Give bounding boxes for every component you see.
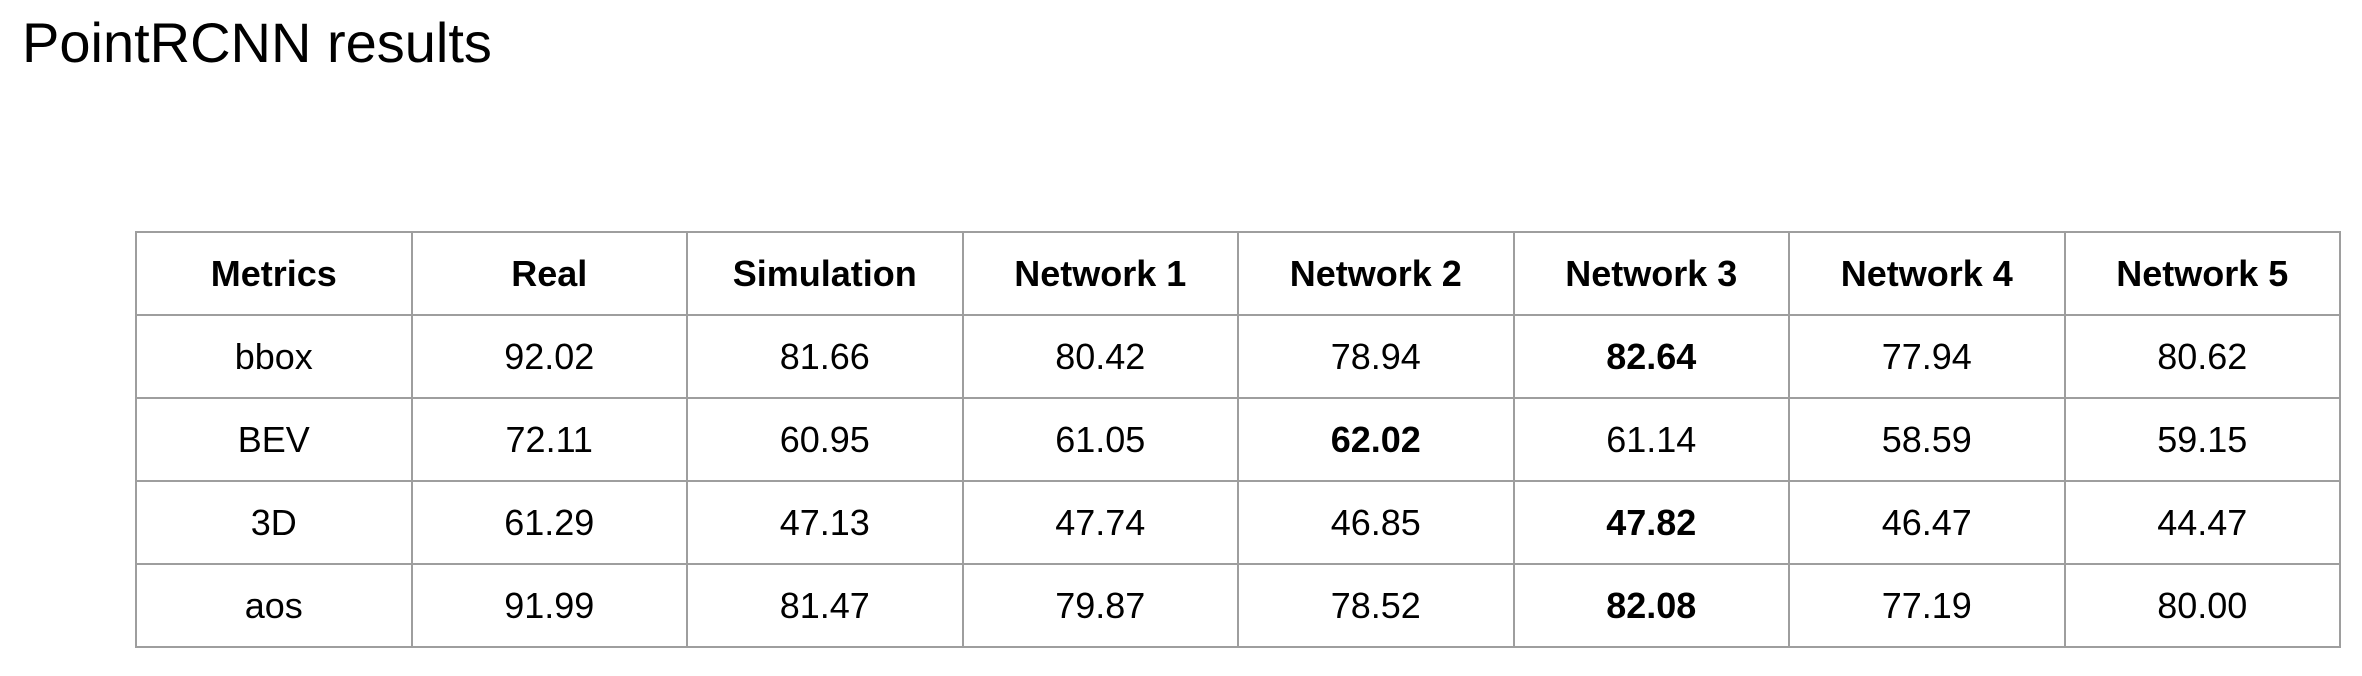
table-row: aos 91.99 81.47 79.87 78.52 82.08 77.19 … [135, 563, 2341, 648]
value-cell: 80.42 [961, 314, 1239, 399]
value-cell: 77.19 [1788, 563, 2066, 648]
value-cell: 59.15 [2063, 397, 2341, 482]
value-cell: 62.02 [1237, 397, 1515, 482]
results-table: Metrics Real Simulation Network 1 Networ… [135, 231, 2341, 648]
value-cell: 44.47 [2063, 480, 2341, 565]
value-cell: 46.47 [1788, 480, 2066, 565]
value-cell: 77.94 [1788, 314, 2066, 399]
value-cell: 47.13 [686, 480, 964, 565]
header-real: Real [410, 231, 688, 316]
header-metrics: Metrics [135, 231, 413, 316]
value-cell: 47.74 [961, 480, 1239, 565]
value-cell: 82.64 [1512, 314, 1790, 399]
value-cell: 61.29 [410, 480, 688, 565]
table-header-row: Metrics Real Simulation Network 1 Networ… [135, 231, 2341, 316]
metric-cell: bbox [135, 314, 413, 399]
value-cell: 46.85 [1237, 480, 1515, 565]
table-row: bbox 92.02 81.66 80.42 78.94 82.64 77.94… [135, 314, 2341, 399]
header-network-5: Network 5 [2063, 231, 2341, 316]
header-network-2: Network 2 [1237, 231, 1515, 316]
header-network-1: Network 1 [961, 231, 1239, 316]
page-title: PointRCNN results [22, 11, 492, 74]
value-cell: 91.99 [410, 563, 688, 648]
table-row: BEV 72.11 60.95 61.05 62.02 61.14 58.59 … [135, 397, 2341, 482]
header-network-4: Network 4 [1788, 231, 2066, 316]
value-cell: 78.94 [1237, 314, 1515, 399]
metric-cell: aos [135, 563, 413, 648]
metric-cell: 3D [135, 480, 413, 565]
value-cell: 61.05 [961, 397, 1239, 482]
value-cell: 58.59 [1788, 397, 2066, 482]
value-cell: 72.11 [410, 397, 688, 482]
header-simulation: Simulation [686, 231, 964, 316]
table-row: 3D 61.29 47.13 47.74 46.85 47.82 46.47 4… [135, 480, 2341, 565]
value-cell: 78.52 [1237, 563, 1515, 648]
value-cell: 80.00 [2063, 563, 2341, 648]
value-cell: 81.47 [686, 563, 964, 648]
value-cell: 82.08 [1512, 563, 1790, 648]
metric-cell: BEV [135, 397, 413, 482]
value-cell: 81.66 [686, 314, 964, 399]
value-cell: 79.87 [961, 563, 1239, 648]
value-cell: 80.62 [2063, 314, 2341, 399]
value-cell: 92.02 [410, 314, 688, 399]
value-cell: 47.82 [1512, 480, 1790, 565]
value-cell: 61.14 [1512, 397, 1790, 482]
header-network-3: Network 3 [1512, 231, 1790, 316]
value-cell: 60.95 [686, 397, 964, 482]
